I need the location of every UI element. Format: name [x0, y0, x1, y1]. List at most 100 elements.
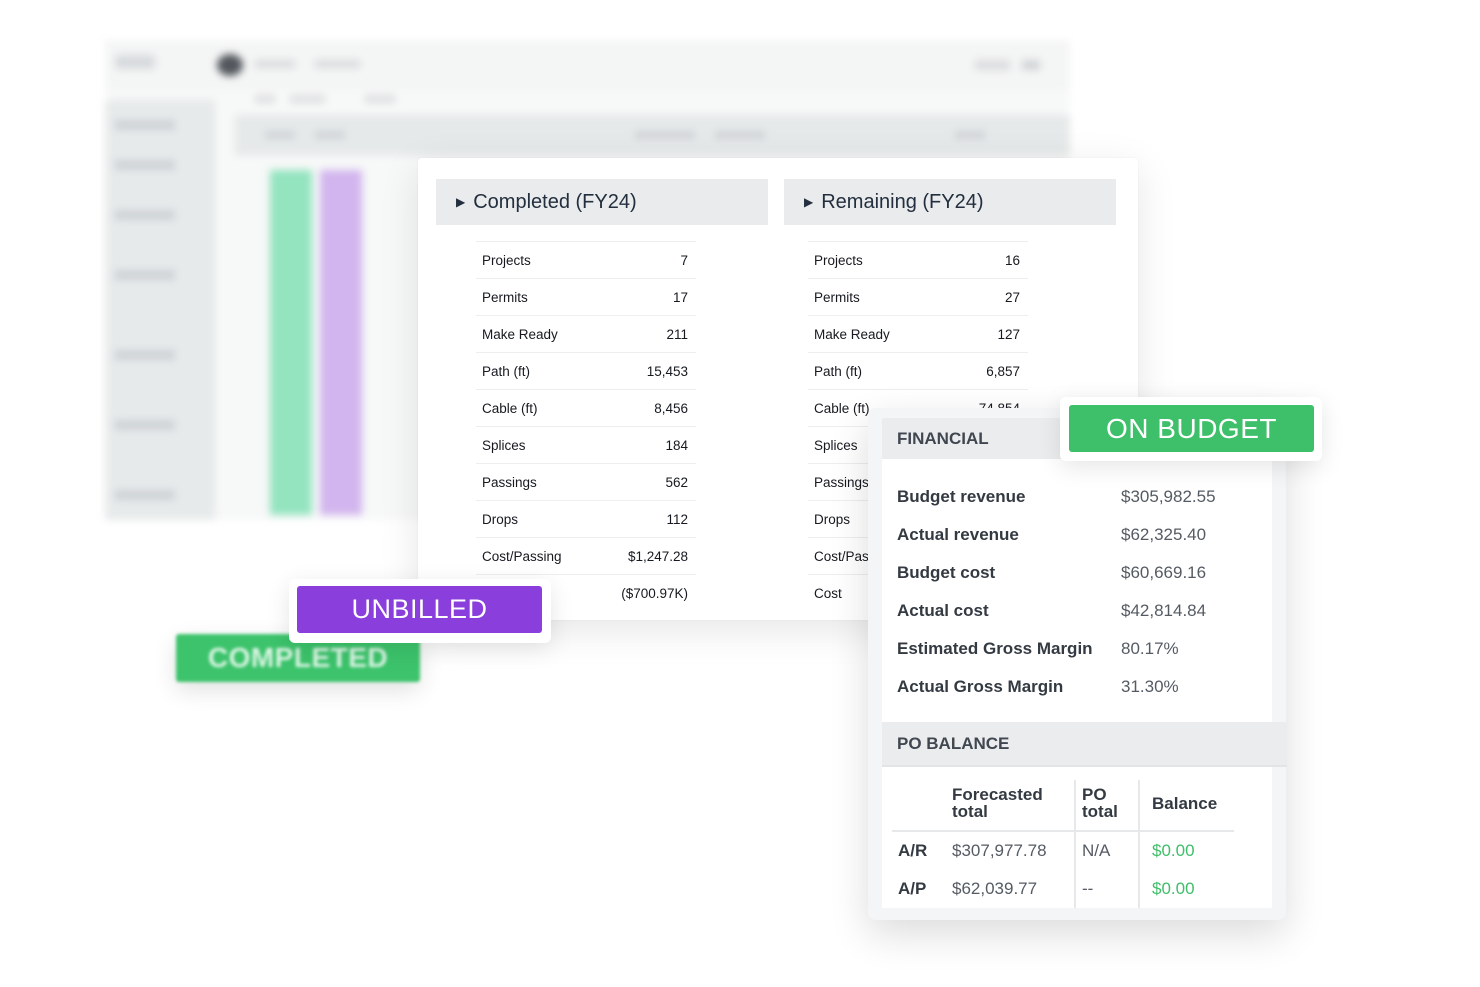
- po-row-label: A/P: [898, 879, 927, 898]
- stat-value: 184: [665, 437, 688, 453]
- stat-row: Passings 562: [476, 464, 696, 501]
- financial-row: Budget revenue $305,982.55: [897, 478, 1216, 516]
- stat-row: Projects 16: [808, 242, 1028, 279]
- stat-value: 6,857: [986, 363, 1020, 379]
- stat-row: Path (ft) 15,453: [476, 353, 696, 390]
- stat-row: Make Ready 127: [808, 316, 1028, 353]
- stat-value: 27: [1004, 289, 1020, 305]
- header-line: PO: [1082, 785, 1107, 804]
- po-total-value: N/A: [1074, 831, 1139, 870]
- stat-value: $1,247.28: [627, 548, 688, 564]
- background-sidebar-item: [115, 160, 175, 170]
- stat-row: Drops 112: [476, 501, 696, 538]
- financial-label: Budget revenue: [897, 487, 1026, 506]
- background-table-header: [235, 115, 1070, 155]
- stat-value: 7: [680, 252, 688, 268]
- financial-value: $42,814.84: [1121, 601, 1207, 620]
- background-sidebar-item: [115, 420, 175, 430]
- stat-row: Permits 17: [476, 279, 696, 316]
- financial-row: Actual Gross Margin 31.30%: [897, 668, 1216, 706]
- header-line: Forecasted: [952, 785, 1043, 804]
- background-purple-column: [320, 170, 362, 515]
- po-table-row: A/R $307,977.78 N/A $0.00: [892, 831, 1234, 870]
- stat-label: Splices: [814, 437, 858, 453]
- completed-section-toggle[interactable]: ▶ Completed (FY24): [436, 179, 768, 225]
- stat-label: Permits: [814, 289, 860, 305]
- balance-value: $0.00: [1138, 870, 1234, 908]
- section-title: Completed (FY24): [473, 190, 637, 213]
- background-green-column: [270, 170, 312, 515]
- background-tab: [255, 95, 275, 103]
- background-sidebar-item: [115, 490, 175, 500]
- stat-value: 15,453: [646, 363, 688, 379]
- expand-triangle-icon: ▶: [456, 195, 466, 209]
- financial-label: Estimated Gross Margin: [897, 639, 1093, 658]
- section-title: Remaining (FY24): [821, 190, 984, 213]
- stat-row: Projects 7: [476, 242, 696, 279]
- remaining-section-toggle[interactable]: ▶ Remaining (FY24): [784, 179, 1116, 225]
- stat-label: Drops: [482, 511, 519, 527]
- po-total-value: --: [1074, 870, 1139, 908]
- background-column-header: [715, 131, 765, 139]
- stat-value: 17: [672, 289, 688, 305]
- completed-section: ▶ Completed (FY24) Projects 7 Permits 17 M…: [436, 179, 768, 611]
- unbilled-status-badge: UNBILLED: [297, 586, 542, 633]
- stat-label: Passings: [814, 474, 869, 490]
- forecasted-total-header: Forecasted total: [946, 780, 1075, 832]
- background-column-header: [635, 131, 695, 139]
- remaining-stats-list: Projects 16 Permits 27 Make Ready 127 Path …: [808, 241, 1028, 611]
- stat-row: Splices 184: [476, 427, 696, 464]
- stat-label: Cable (ft): [482, 400, 538, 416]
- financial-label: Budget cost: [897, 563, 996, 582]
- background-nav-item: [255, 60, 295, 68]
- stat-label: Make Ready: [814, 326, 890, 342]
- background-logo: [115, 55, 155, 69]
- stat-row: Cable (ft) 8,456: [476, 390, 696, 427]
- stat-label: Path (ft): [814, 363, 863, 379]
- stat-value: 211: [666, 326, 688, 342]
- stat-value: ($700.97K): [621, 585, 688, 601]
- balance-header: Balance: [1138, 780, 1234, 832]
- forecasted-total-value: $307,977.78: [952, 841, 1047, 860]
- financial-row: Actual revenue $62,325.40: [897, 516, 1216, 554]
- stat-row: ($700.97K): [476, 575, 696, 611]
- expand-triangle-icon: ▶: [804, 195, 814, 209]
- stat-label: Cost/Passing: [482, 548, 562, 564]
- background-sidebar-item: [115, 350, 175, 360]
- background-topbar: [105, 40, 1070, 90]
- background-toolbar-item: [975, 60, 1010, 70]
- header-line: total: [952, 802, 988, 821]
- background-column-header: [265, 131, 295, 139]
- financial-value: 80.17%: [1121, 639, 1179, 658]
- stat-label: Path (ft): [482, 363, 531, 379]
- background-toolbar-item: [1022, 60, 1040, 70]
- financial-list: Budget revenue $305,982.55 Actual revenue…: [897, 478, 1216, 706]
- background-nav-item: [315, 60, 360, 68]
- stat-row: Path (ft) 6,857: [808, 353, 1028, 390]
- financial-card: FINANCIAL Budget revenue $305,982.55 Actu…: [882, 418, 1287, 908]
- stat-label: Cost: [814, 585, 842, 601]
- stat-label: Splices: [482, 437, 526, 453]
- financial-section-title: FINANCIAL: [882, 418, 1077, 459]
- background-tab: [365, 95, 395, 103]
- po-balance-section-title: PO BALANCE: [882, 722, 1287, 767]
- stat-label: Drops: [814, 511, 851, 527]
- stat-label: Projects: [482, 252, 531, 268]
- background-sidebar-item: [115, 120, 175, 130]
- financial-row: Actual cost $42,814.84: [897, 592, 1216, 630]
- completed-status-badge: COMPLETED: [176, 634, 420, 682]
- avatar: [217, 54, 243, 76]
- remaining-section: ▶ Remaining (FY24) Projects 16 Permits 27 …: [784, 179, 1116, 611]
- row-label-header: [892, 780, 946, 832]
- forecasted-total-value: $62,039.77: [952, 879, 1038, 898]
- stat-label: Permits: [482, 289, 528, 305]
- stat-value: 8,456: [654, 400, 688, 416]
- stat-row: Cost: [808, 575, 1028, 611]
- po-table-header-row: Forecasted total PO total Balance: [892, 780, 1234, 832]
- background-sidebar: [105, 100, 215, 520]
- stat-label: Cable (ft): [814, 400, 870, 416]
- financial-label: Actual Gross Margin: [897, 677, 1064, 696]
- balance-value: $0.00: [1138, 831, 1234, 870]
- stat-label: Projects: [814, 252, 863, 268]
- financial-label: Actual revenue: [897, 525, 1019, 544]
